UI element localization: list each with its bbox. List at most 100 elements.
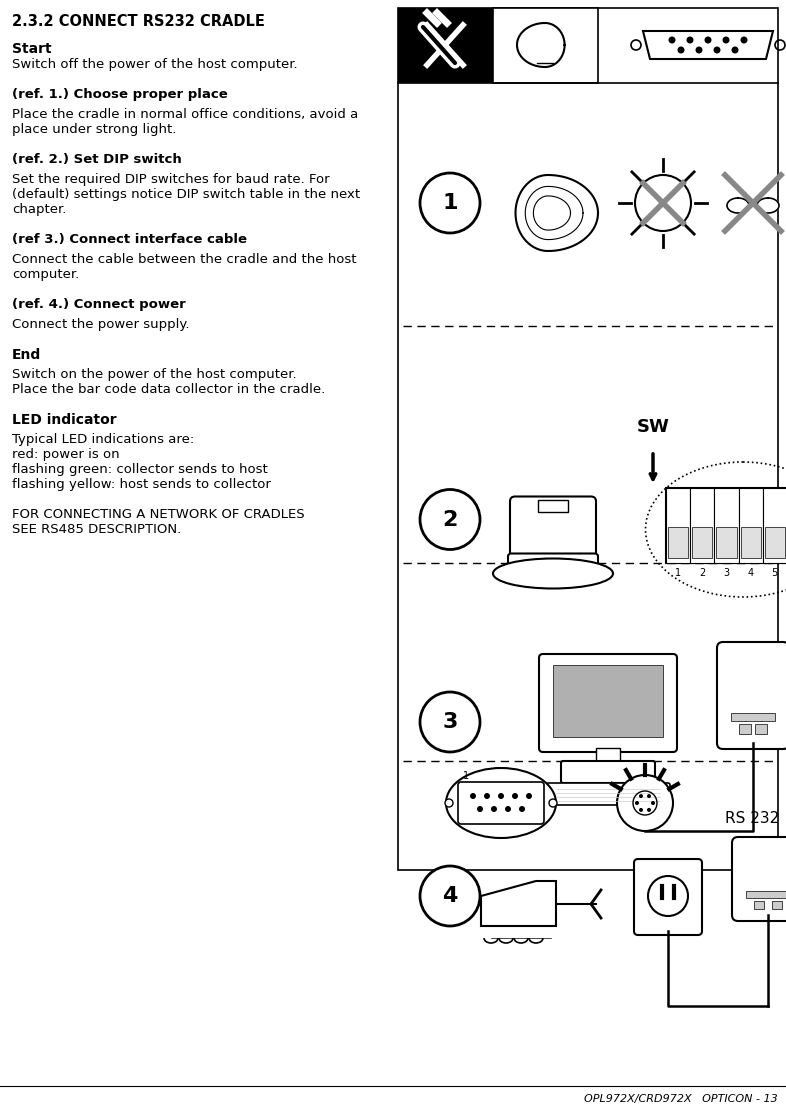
Bar: [493, 8, 598, 83]
Text: 2: 2: [699, 568, 705, 578]
Circle shape: [477, 806, 483, 812]
Text: FOR CONNECTING A NETWORK OF CRADLES: FOR CONNECTING A NETWORK OF CRADLES: [12, 508, 305, 521]
Polygon shape: [516, 176, 598, 252]
Circle shape: [740, 37, 747, 44]
Circle shape: [526, 793, 532, 799]
Bar: [746, 891, 786, 898]
Polygon shape: [481, 881, 556, 926]
Text: SW: SW: [637, 418, 670, 436]
FancyBboxPatch shape: [634, 859, 702, 935]
Circle shape: [491, 806, 497, 812]
Text: Place the cradle in normal office conditions, avoid a: Place the cradle in normal office condit…: [12, 108, 358, 121]
Bar: [754, 901, 764, 909]
Bar: [666, 487, 786, 562]
FancyBboxPatch shape: [539, 654, 677, 752]
Text: Start: Start: [12, 42, 52, 56]
Text: Switch off the power of the host computer.: Switch off the power of the host compute…: [12, 58, 298, 72]
Bar: [755, 724, 767, 735]
Circle shape: [420, 173, 480, 233]
Text: 1: 1: [675, 568, 681, 578]
Bar: [716, 527, 736, 558]
Ellipse shape: [493, 559, 613, 588]
Text: flashing yellow: host sends to collector: flashing yellow: host sends to collector: [12, 479, 271, 491]
FancyBboxPatch shape: [510, 496, 596, 567]
Circle shape: [648, 877, 688, 916]
Text: 4: 4: [443, 885, 457, 906]
Text: 2.3.2 CONNECT RS232 CRADLE: 2.3.2 CONNECT RS232 CRADLE: [12, 15, 265, 29]
Circle shape: [484, 793, 490, 799]
Text: 1: 1: [463, 771, 469, 781]
Text: Switch on the power of the host computer.: Switch on the power of the host computer…: [12, 368, 296, 381]
Bar: [731, 713, 775, 721]
Polygon shape: [517, 23, 564, 67]
Circle shape: [470, 793, 476, 799]
Text: 2: 2: [443, 510, 457, 530]
Bar: [765, 527, 785, 558]
Bar: [762, 487, 786, 562]
Text: flashing green: collector sends to host: flashing green: collector sends to host: [12, 463, 268, 476]
Polygon shape: [757, 198, 779, 214]
Bar: [739, 487, 762, 562]
Text: Typical LED indications are:: Typical LED indications are:: [12, 433, 194, 446]
Bar: [668, 527, 689, 558]
Text: 1: 1: [443, 193, 457, 214]
Circle shape: [519, 806, 525, 812]
FancyBboxPatch shape: [546, 783, 670, 805]
Bar: [398, 8, 493, 83]
Bar: [714, 487, 739, 562]
Bar: [739, 724, 751, 735]
Text: 5: 5: [772, 568, 778, 578]
Bar: [553, 665, 663, 737]
Circle shape: [704, 37, 711, 44]
Circle shape: [696, 47, 703, 54]
Text: (ref 3.) Connect interface cable: (ref 3.) Connect interface cable: [12, 233, 247, 246]
FancyBboxPatch shape: [561, 761, 655, 783]
Bar: [398, 8, 778, 870]
Text: OPL972X/CRD972X   OPTICON - 13: OPL972X/CRD972X OPTICON - 13: [584, 1095, 778, 1103]
Circle shape: [686, 37, 693, 44]
Text: Connect the cable between the cradle and the host: Connect the cable between the cradle and…: [12, 253, 357, 266]
FancyBboxPatch shape: [458, 781, 544, 824]
Text: 3: 3: [443, 712, 457, 732]
Circle shape: [732, 47, 739, 54]
Circle shape: [714, 47, 721, 54]
Text: LED indicator: LED indicator: [12, 413, 116, 427]
Text: 4: 4: [747, 568, 754, 578]
Text: (ref. 4.) Connect power: (ref. 4.) Connect power: [12, 299, 185, 311]
Circle shape: [651, 800, 655, 805]
Text: (ref. 2.) Set DIP switch: (ref. 2.) Set DIP switch: [12, 153, 182, 165]
Circle shape: [420, 692, 480, 752]
Circle shape: [549, 799, 557, 807]
Text: chapter.: chapter.: [12, 203, 66, 216]
Circle shape: [498, 793, 504, 799]
Ellipse shape: [446, 768, 556, 838]
Bar: [772, 901, 782, 909]
Circle shape: [420, 490, 480, 550]
Bar: [690, 487, 714, 562]
Text: 3: 3: [723, 568, 729, 578]
Bar: [538, 500, 568, 512]
Text: Connect the power supply.: Connect the power supply.: [12, 318, 189, 331]
Text: computer.: computer.: [12, 268, 79, 281]
Circle shape: [635, 176, 691, 231]
Text: place under strong light.: place under strong light.: [12, 123, 176, 136]
Circle shape: [639, 794, 643, 798]
Circle shape: [420, 866, 480, 926]
Text: RS 232: RS 232: [725, 811, 779, 826]
Circle shape: [678, 47, 685, 54]
Bar: [596, 748, 620, 766]
Text: SEE RS485 DESCRIPTION.: SEE RS485 DESCRIPTION.: [12, 523, 182, 536]
Circle shape: [617, 775, 673, 831]
Polygon shape: [727, 198, 749, 214]
Text: Set the required DIP switches for baud rate. For: Set the required DIP switches for baud r…: [12, 173, 329, 186]
Circle shape: [445, 799, 453, 807]
Bar: [692, 527, 712, 558]
FancyBboxPatch shape: [508, 553, 598, 575]
Circle shape: [635, 800, 639, 805]
Circle shape: [512, 793, 518, 799]
Text: Place the bar code data collector in the cradle.: Place the bar code data collector in the…: [12, 383, 325, 396]
Circle shape: [722, 37, 729, 44]
Polygon shape: [643, 31, 773, 59]
Bar: [740, 527, 761, 558]
Text: (default) settings notice DIP switch table in the next: (default) settings notice DIP switch tab…: [12, 188, 360, 201]
